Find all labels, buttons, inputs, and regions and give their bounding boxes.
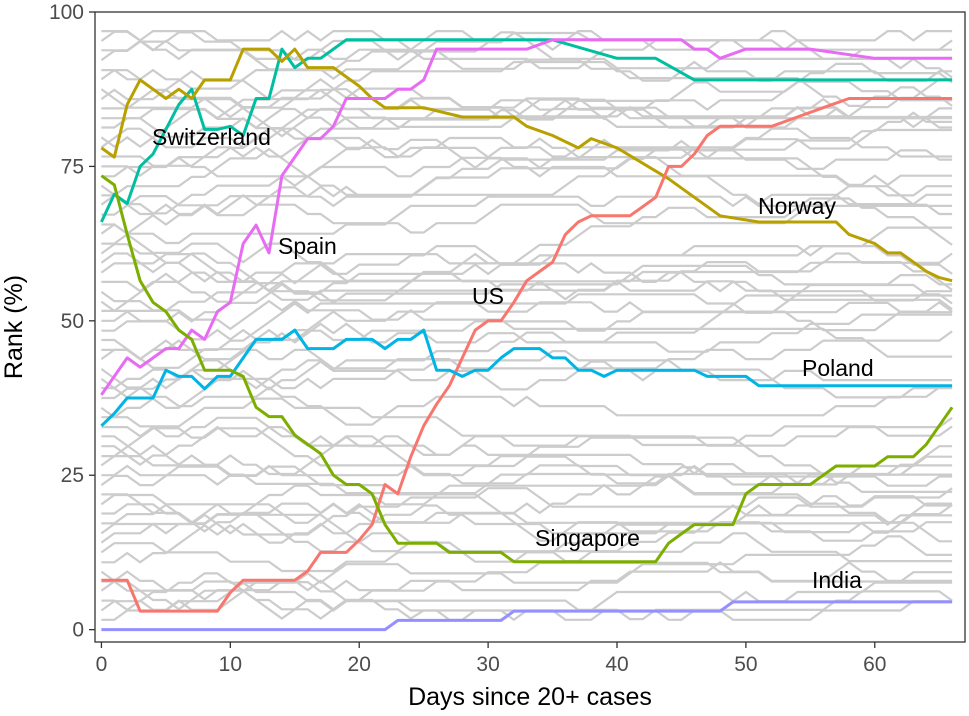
label-india: India: [812, 567, 862, 593]
background-series-line: [101, 301, 953, 369]
x-tick-label: 0: [96, 653, 108, 676]
y-tick-label: 100: [49, 1, 84, 24]
background-series-line: [100, 560, 953, 601]
x-tick-label: 60: [863, 653, 886, 676]
background-series-line: [101, 427, 953, 476]
background-series-line: [101, 69, 953, 118]
label-poland: Poland: [802, 355, 874, 381]
background-series-line: [100, 226, 953, 313]
label-switzerland: Switzerland: [152, 124, 271, 150]
background-series-group: [100, 29, 953, 622]
background-series-line: [100, 535, 953, 612]
background-series-line: [101, 264, 953, 332]
label-singapore: Singapore: [535, 525, 640, 551]
background-series-line: [100, 30, 953, 90]
x-tick-label: 30: [476, 653, 499, 676]
y-tick-label: 75: [61, 155, 84, 178]
x-tick-label: 50: [734, 653, 757, 676]
x-tick-label: 20: [348, 653, 371, 676]
background-series-line: [101, 397, 953, 447]
series-line-norway: [100, 47, 953, 283]
background-series-line: [101, 233, 953, 301]
y-axis-title: Rank (%): [0, 275, 28, 379]
series-line-singapore: [100, 174, 954, 564]
y-axis: 0 25 50 75 100: [49, 1, 95, 642]
background-series-line: [101, 128, 953, 196]
background-series-line: [100, 127, 953, 158]
background-series-line: [101, 416, 953, 457]
background-series-line: [100, 156, 953, 215]
background-series-line: [101, 300, 953, 341]
series-line-india: [101, 600, 953, 632]
background-series-line: [101, 487, 953, 564]
background-series-line: [100, 290, 953, 358]
background-series-line: [101, 62, 953, 167]
x-tick-label: 10: [219, 653, 242, 676]
background-series-line: [101, 493, 953, 542]
background-series-line: [100, 368, 953, 426]
plot-panel-border: [94, 11, 966, 643]
background-series-line: [100, 360, 953, 419]
background-series-line: [101, 138, 953, 216]
x-tick-label: 40: [605, 653, 628, 676]
background-series-line: [101, 466, 953, 525]
series-line-switzerland: [100, 38, 953, 223]
y-tick-label: 0: [72, 619, 84, 642]
label-us: US: [472, 283, 504, 309]
background-series-line: [100, 185, 953, 234]
background-series-line: [101, 313, 953, 400]
highlight-series-group: [100, 38, 954, 632]
x-axis: 0 10 20 30 40 50 60: [96, 642, 886, 676]
y-tick-label: 50: [61, 310, 84, 333]
background-series-line: [101, 416, 953, 493]
y-tick-label: 25: [61, 464, 84, 487]
label-spain: Spain: [278, 233, 337, 259]
x-axis-title: Days since 20+ cases: [408, 683, 652, 711]
series-line-us: [101, 97, 953, 613]
label-norway: Norway: [758, 193, 836, 219]
series-line-poland: [100, 328, 953, 427]
